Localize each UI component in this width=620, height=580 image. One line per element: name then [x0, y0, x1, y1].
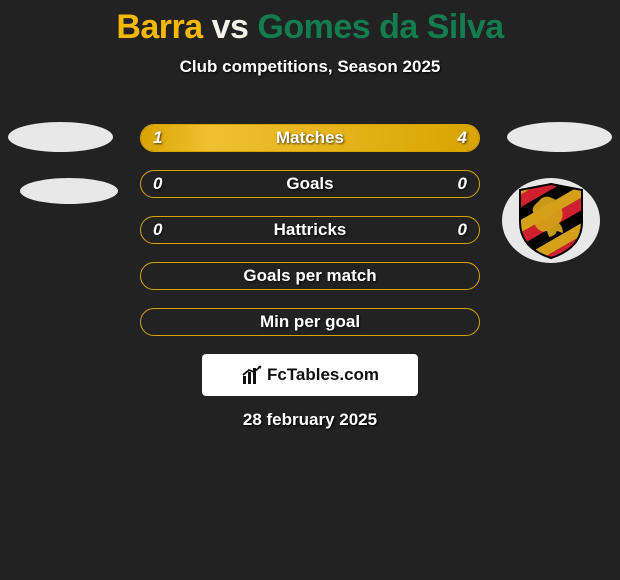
- vs-text: vs: [212, 8, 249, 46]
- stat-label: Matches: [141, 125, 479, 151]
- chart-icon: [241, 364, 263, 386]
- comparison-date: 28 february 2025: [0, 410, 620, 430]
- logo-text: FcTables.com: [267, 365, 379, 385]
- fctables-logo: FcTables.com: [202, 354, 418, 396]
- player1-emblem-top: [8, 122, 113, 152]
- player2-name: Gomes da Silva: [257, 8, 503, 46]
- stats-area: 14Matches 00Goals 00Hattricks Goals per mat…: [140, 124, 480, 354]
- stat-row: 00Hattricks: [140, 216, 480, 244]
- club-shield-icon: [516, 182, 586, 260]
- player2-emblem-top: [507, 122, 612, 152]
- player1-emblem-bottom: [20, 178, 118, 204]
- stat-row: Goals per match: [140, 262, 480, 290]
- stat-row: 14Matches: [140, 124, 480, 152]
- stat-label: Goals: [141, 171, 479, 197]
- stat-row: 00Goals: [140, 170, 480, 198]
- stat-row: Min per goal: [140, 308, 480, 336]
- player2-emblem-bottom: [502, 178, 600, 263]
- player1-name: Barra: [116, 8, 202, 46]
- comparison-title: Barra vs Gomes da Silva: [0, 0, 620, 47]
- stat-label: Goals per match: [141, 263, 479, 289]
- subtitle: Club competitions, Season 2025: [0, 57, 620, 77]
- stat-label: Hattricks: [141, 217, 479, 243]
- stat-label: Min per goal: [141, 309, 479, 335]
